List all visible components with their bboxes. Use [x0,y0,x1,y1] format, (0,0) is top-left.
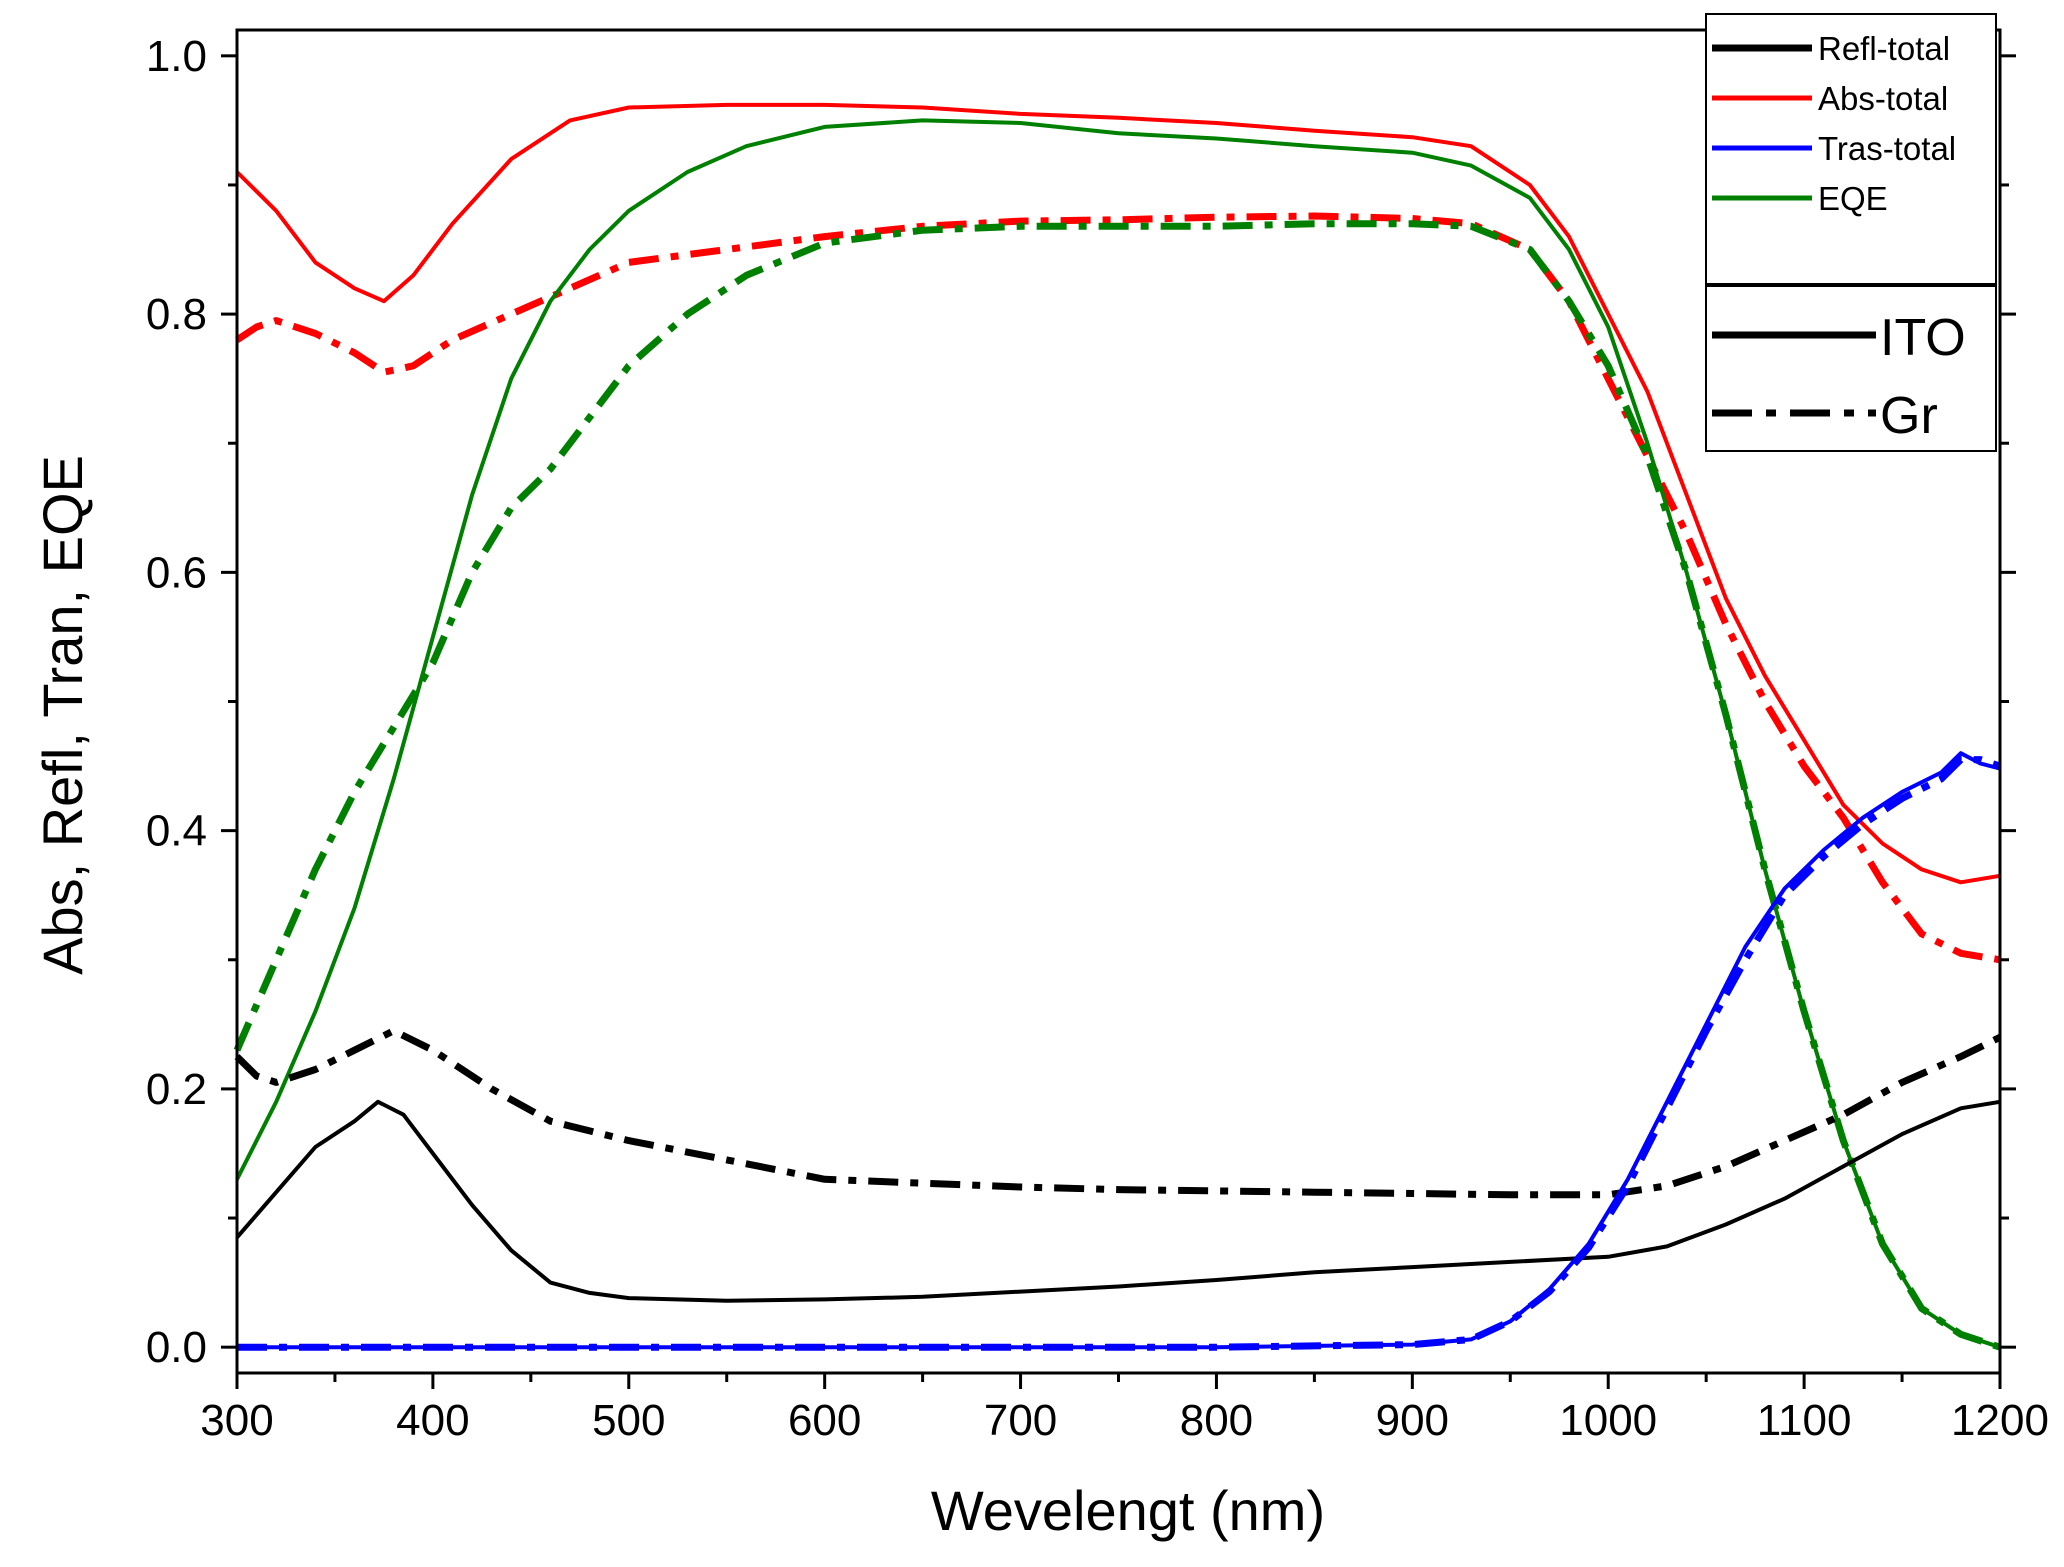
abs-total-gr-line [235,212,2001,964]
refl-total-gr-line [234,1027,2002,1199]
y-tick-label: 0.8 [146,290,207,339]
y-axis-ticks: 0.0 0.2 0.4 0.6 0.8 1.0 [146,32,2016,1372]
tras-total-gr-line [237,756,2002,1351]
y-tick-label: 1.0 [146,32,207,81]
y-tick-label: 0.6 [146,548,207,597]
tras-total-ito-line [237,751,2001,1350]
x-tick-label: 800 [1180,1396,1253,1445]
x-tick-label: 1100 [1757,1396,1852,1445]
y-tick-label: 0.4 [146,807,207,856]
x-tick-label: 1000 [1559,1396,1657,1445]
legend-style: ITO Gr [1705,285,1997,452]
series-layer [233,102,2002,1351]
x-tick-label: 500 [592,1396,665,1445]
y-tick-label: 0.0 [146,1323,207,1372]
legend-label: Refl-total [1818,30,1950,67]
x-tick-label: 600 [788,1396,861,1445]
legend-label: Tras-total [1818,130,1956,167]
legend-label: Abs-total [1818,80,1948,117]
x-tick-label: 700 [984,1396,1057,1445]
eqe-gr-line [233,220,2002,1351]
legend-label: EQE [1818,180,1888,217]
x-tick-label: 400 [396,1396,469,1445]
refl-total-ito-line [235,1099,2001,1303]
legend-style-label: Gr [1880,387,1938,445]
y-tick-label: 0.2 [146,1065,207,1114]
x-tick-label: 1200 [1951,1396,2049,1445]
y-axis-title: Abs, Refl, Tran, EQE [31,455,94,975]
x-tick-label: 300 [200,1396,273,1445]
x-axis-title: Wevelengt (nm) [931,1479,1325,1542]
legend-style-box [1705,285,1997,452]
legend-series: Refl-total Abs-total Tras-total EQE [1705,13,1997,285]
abs-total-ito-line [235,102,2001,885]
x-tick-label: 900 [1376,1396,1449,1445]
x-axis-ticks: 300 400 500 600 700 800 900 1000 1100 1200 [200,1373,2049,1445]
legend-style-label: ITO [1880,309,1966,367]
